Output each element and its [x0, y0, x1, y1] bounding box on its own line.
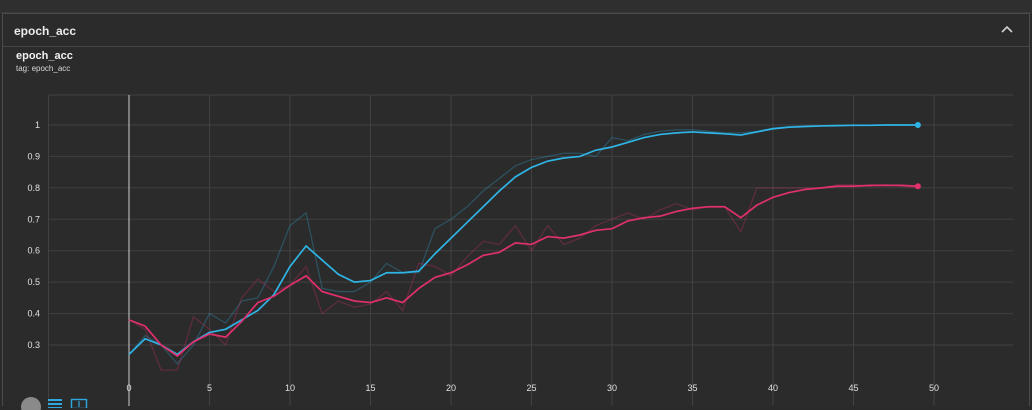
tick-labels: 0.30.40.50.60.70.80.910 5 10 15 20 25 30 35 40 45… [27, 120, 939, 393]
series-smoothed-line [128, 124, 918, 356]
y-tick-label: 0.3 [27, 340, 40, 350]
x-tick-label: 15 [365, 383, 375, 393]
y-tick-label: 0.7 [27, 214, 40, 224]
series-smoothed-line [128, 184, 918, 358]
x-tick-label: 5 [207, 383, 212, 393]
top-toolbar [0, 0, 1032, 13]
y-tick-label: 0.8 [27, 183, 40, 193]
x-tick-label: 45 [848, 383, 858, 393]
chart-tag: tag: epoch_acc [16, 64, 71, 73]
x-tick-label: 0 [126, 383, 131, 393]
chart-title: epoch_acc [16, 50, 73, 62]
series-raw-line [128, 184, 918, 371]
series-end-point [914, 183, 921, 190]
x-tick-label: 20 [446, 383, 456, 393]
fit-domain-icon[interactable] [70, 396, 88, 408]
y-tick-label: 1 [35, 120, 40, 130]
chart-toolbar [20, 394, 100, 410]
avatar-circle-icon[interactable] [20, 396, 42, 410]
list-icon[interactable] [47, 396, 63, 408]
x-tick-label: 30 [607, 383, 617, 393]
chevron-up-icon[interactable] [999, 22, 1015, 38]
card-title: epoch_acc [14, 24, 77, 38]
y-tick-label: 0.6 [27, 246, 40, 256]
grid [48, 94, 1013, 406]
x-tick-label: 10 [285, 383, 295, 393]
x-tick-label: 40 [768, 383, 778, 393]
series-end-point [914, 122, 921, 128]
x-tick-label: 25 [526, 383, 536, 393]
y-tick-label: 0.5 [27, 277, 40, 287]
x-tick-label: 50 [929, 383, 939, 393]
scalar-card: epoch_acc [2, 13, 1030, 406]
card-header[interactable]: epoch_acc [3, 14, 1029, 47]
y-tick-label: 0.4 [27, 309, 40, 319]
x-tick-label: 35 [687, 383, 697, 393]
y-tick-label: 0.9 [27, 151, 40, 161]
series [128, 122, 921, 371]
